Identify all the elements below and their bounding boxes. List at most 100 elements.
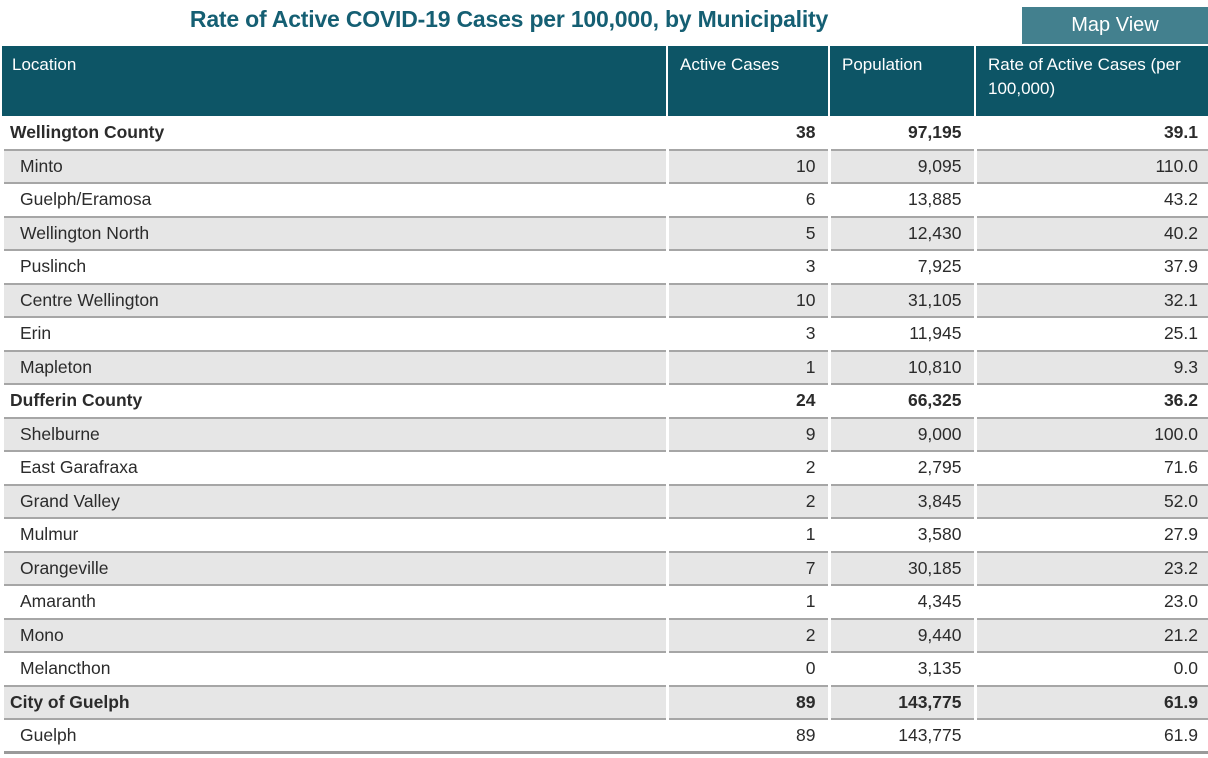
cell-rate: 36.2: [973, 384, 1208, 419]
column-header-population: Population: [828, 46, 975, 116]
cell-population: 143,775: [827, 685, 975, 720]
cell-active-cases: 24: [665, 384, 829, 419]
cell-rate: 9.3: [973, 350, 1208, 385]
cell-location: Grand Valley: [0, 484, 667, 519]
cell-active-cases: 38: [665, 116, 829, 151]
table-row: Dufferin County 24 66,325 36.2: [0, 384, 1208, 419]
table-row: Centre Wellington 10 31,105 32.1: [0, 283, 1208, 318]
column-header-active-cases: Active Cases: [666, 46, 829, 116]
table-row: Puslinch 3 7,925 37.9: [0, 250, 1208, 285]
cell-rate: 43.2: [973, 183, 1208, 218]
cell-rate: 61.9: [973, 685, 1208, 720]
table-row: Melancthon 0 3,135 0.0: [0, 652, 1208, 687]
table-row: Guelph 89 143,775 61.9: [0, 719, 1208, 754]
cell-population: 3,135: [827, 652, 975, 687]
cell-population: 11,945: [827, 317, 975, 352]
cell-population: 9,095: [827, 149, 975, 184]
cell-rate: 0.0: [973, 652, 1208, 687]
cell-location: Erin: [0, 317, 667, 352]
table-row: Orangeville 7 30,185 23.2: [0, 551, 1208, 586]
cell-population: 7,925: [827, 250, 975, 285]
column-header-location: Location: [2, 46, 667, 116]
cell-location: Puslinch: [0, 250, 667, 285]
cell-population: 97,195: [827, 116, 975, 151]
table-row: Shelburne 9 9,000 100.0: [0, 417, 1208, 452]
cell-active-cases: 7: [665, 551, 829, 586]
cell-location: Amaranth: [0, 585, 667, 620]
cell-rate: 39.1: [973, 116, 1208, 151]
cell-population: 9,000: [827, 417, 975, 452]
cell-rate: 110.0: [973, 149, 1208, 184]
cell-rate: 100.0: [973, 417, 1208, 452]
table-row: Wellington North 5 12,430 40.2: [0, 216, 1208, 251]
cell-population: 10,810: [827, 350, 975, 385]
cell-location: East Garafraxa: [0, 451, 667, 486]
cell-active-cases: 3: [665, 317, 829, 352]
top-bar: Rate of Active COVID-19 Cases per 100,00…: [0, 0, 1208, 46]
table-header: Location Active Cases Population Rate of…: [2, 46, 1208, 116]
cell-rate: 25.1: [973, 317, 1208, 352]
cell-population: 3,580: [827, 518, 975, 553]
cell-location: Centre Wellington: [0, 283, 667, 318]
cell-rate: 52.0: [973, 484, 1208, 519]
cell-active-cases: 2: [665, 484, 829, 519]
cell-location: Guelph: [0, 719, 667, 754]
map-view-button[interactable]: Map View: [1022, 7, 1208, 44]
table-row: Grand Valley 2 3,845 52.0: [0, 484, 1208, 519]
cell-rate: 32.1: [973, 283, 1208, 318]
cell-active-cases: 89: [665, 685, 829, 720]
cell-active-cases: 0: [665, 652, 829, 687]
cell-location: Melancthon: [0, 652, 667, 687]
cell-population: 143,775: [827, 719, 975, 754]
table-row: Mulmur 1 3,580 27.9: [0, 518, 1208, 553]
cell-rate: 71.6: [973, 451, 1208, 486]
cell-active-cases: 1: [665, 350, 829, 385]
cell-active-cases: 1: [665, 585, 829, 620]
cell-active-cases: 1: [665, 518, 829, 553]
table-row: Mono 2 9,440 21.2: [0, 618, 1208, 653]
cell-rate: 61.9: [973, 719, 1208, 754]
cell-location: Wellington North: [0, 216, 667, 251]
cell-location: Minto: [0, 149, 667, 184]
cell-active-cases: 10: [665, 283, 829, 318]
cell-rate: 27.9: [973, 518, 1208, 553]
cell-population: 4,345: [827, 585, 975, 620]
cell-population: 2,795: [827, 451, 975, 486]
table-row: Guelph/Eramosa 6 13,885 43.2: [0, 183, 1208, 218]
page-title: Rate of Active COVID-19 Cases per 100,00…: [189, 6, 829, 32]
cell-active-cases: 89: [665, 719, 829, 754]
cell-population: 3,845: [827, 484, 975, 519]
cell-population: 12,430: [827, 216, 975, 251]
cell-rate: 23.0: [973, 585, 1208, 620]
cell-location: Mono: [0, 618, 667, 653]
cell-active-cases: 5: [665, 216, 829, 251]
cell-location: Shelburne: [0, 417, 667, 452]
cell-population: 9,440: [827, 618, 975, 653]
cell-population: 66,325: [827, 384, 975, 419]
table-row: Amaranth 1 4,345 23.0: [0, 585, 1208, 620]
cell-population: 30,185: [827, 551, 975, 586]
table-row: East Garafraxa 2 2,795 71.6: [0, 451, 1208, 486]
cell-location: Orangeville: [0, 551, 667, 586]
cell-location: Dufferin County: [0, 384, 667, 419]
cell-population: 13,885: [827, 183, 975, 218]
cell-population: 31,105: [827, 283, 975, 318]
cell-active-cases: 6: [665, 183, 829, 218]
cell-location: Guelph/Eramosa: [0, 183, 667, 218]
cell-active-cases: 2: [665, 451, 829, 486]
cell-location: Mapleton: [0, 350, 667, 385]
cell-active-cases: 10: [665, 149, 829, 184]
table-row: City of Guelph 89 143,775 61.9: [0, 685, 1208, 720]
table-body: Wellington County 38 97,195 39.1 Minto 10 9,09…: [0, 116, 1208, 754]
table-row: Minto 10 9,095 110.0: [0, 149, 1208, 184]
column-header-rate: Rate of Active Cases (per 100,000): [974, 46, 1208, 116]
cell-rate: 40.2: [973, 216, 1208, 251]
cell-rate: 37.9: [973, 250, 1208, 285]
cell-location: Mulmur: [0, 518, 667, 553]
table-row: Erin 3 11,945 25.1: [0, 317, 1208, 352]
cell-rate: 23.2: [973, 551, 1208, 586]
cell-location: Wellington County: [0, 116, 667, 151]
table-row: Mapleton 1 10,810 9.3: [0, 350, 1208, 385]
cell-active-cases: 9: [665, 417, 829, 452]
cell-active-cases: 2: [665, 618, 829, 653]
